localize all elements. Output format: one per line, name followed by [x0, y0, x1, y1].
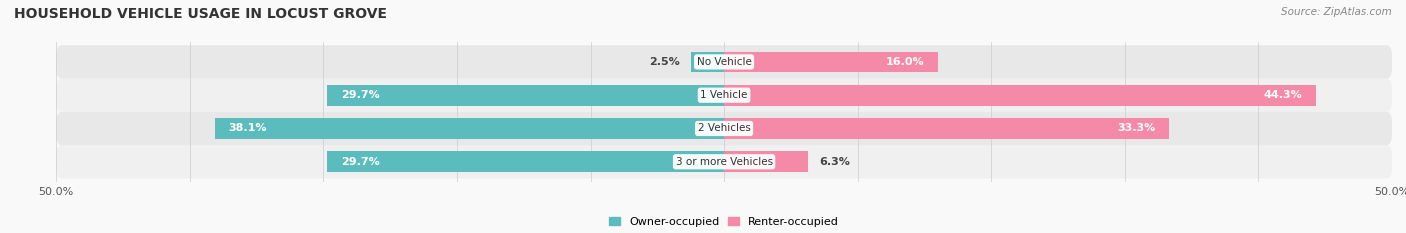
Text: 33.3%: 33.3%: [1118, 123, 1156, 134]
Text: Source: ZipAtlas.com: Source: ZipAtlas.com: [1281, 7, 1392, 17]
Text: HOUSEHOLD VEHICLE USAGE IN LOCUST GROVE: HOUSEHOLD VEHICLE USAGE IN LOCUST GROVE: [14, 7, 387, 21]
FancyBboxPatch shape: [56, 45, 1392, 79]
Text: 3 or more Vehicles: 3 or more Vehicles: [675, 157, 773, 167]
FancyBboxPatch shape: [56, 145, 1392, 178]
Text: 1 Vehicle: 1 Vehicle: [700, 90, 748, 100]
Bar: [724, 151, 808, 172]
Legend: Owner-occupied, Renter-occupied: Owner-occupied, Renter-occupied: [605, 212, 844, 231]
Bar: [724, 51, 938, 72]
Text: 2.5%: 2.5%: [650, 57, 681, 67]
FancyBboxPatch shape: [56, 112, 1392, 145]
Text: 6.3%: 6.3%: [818, 157, 849, 167]
Text: 38.1%: 38.1%: [229, 123, 267, 134]
Text: No Vehicle: No Vehicle: [696, 57, 752, 67]
Bar: [724, 118, 1168, 139]
Bar: [215, 118, 724, 139]
Text: 16.0%: 16.0%: [886, 57, 925, 67]
Bar: [328, 85, 724, 106]
Text: 29.7%: 29.7%: [340, 157, 380, 167]
Text: 2 Vehicles: 2 Vehicles: [697, 123, 751, 134]
Text: 29.7%: 29.7%: [340, 90, 380, 100]
FancyBboxPatch shape: [56, 79, 1392, 112]
Bar: [328, 151, 724, 172]
Bar: [690, 51, 724, 72]
Bar: [724, 85, 1316, 106]
Text: 44.3%: 44.3%: [1264, 90, 1302, 100]
